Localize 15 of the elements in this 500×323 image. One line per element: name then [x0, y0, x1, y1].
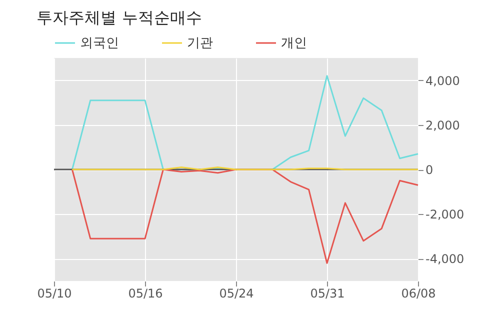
legend-label: 외국인: [80, 36, 119, 51]
legend-label: 기관: [187, 36, 213, 51]
x-tick-label: 05/10: [37, 286, 72, 300]
y-tick-label: -2,000: [426, 208, 464, 222]
y-tick-label: -4,000: [426, 252, 464, 266]
chart-title: 투자주체별 누적순매수: [36, 8, 202, 27]
y-tick-label: 0: [426, 163, 434, 177]
x-tick-label: 05/24: [219, 286, 254, 300]
x-tick-label: 05/31: [310, 286, 345, 300]
x-tick-label: 05/16: [128, 286, 163, 300]
y-tick-label: 4,000: [426, 74, 460, 88]
legend-label: 개인: [281, 36, 307, 51]
line-series: [71, 168, 419, 264]
x-tick-label: 06/08: [401, 286, 436, 300]
y-tick-label: 2,000: [426, 118, 460, 132]
